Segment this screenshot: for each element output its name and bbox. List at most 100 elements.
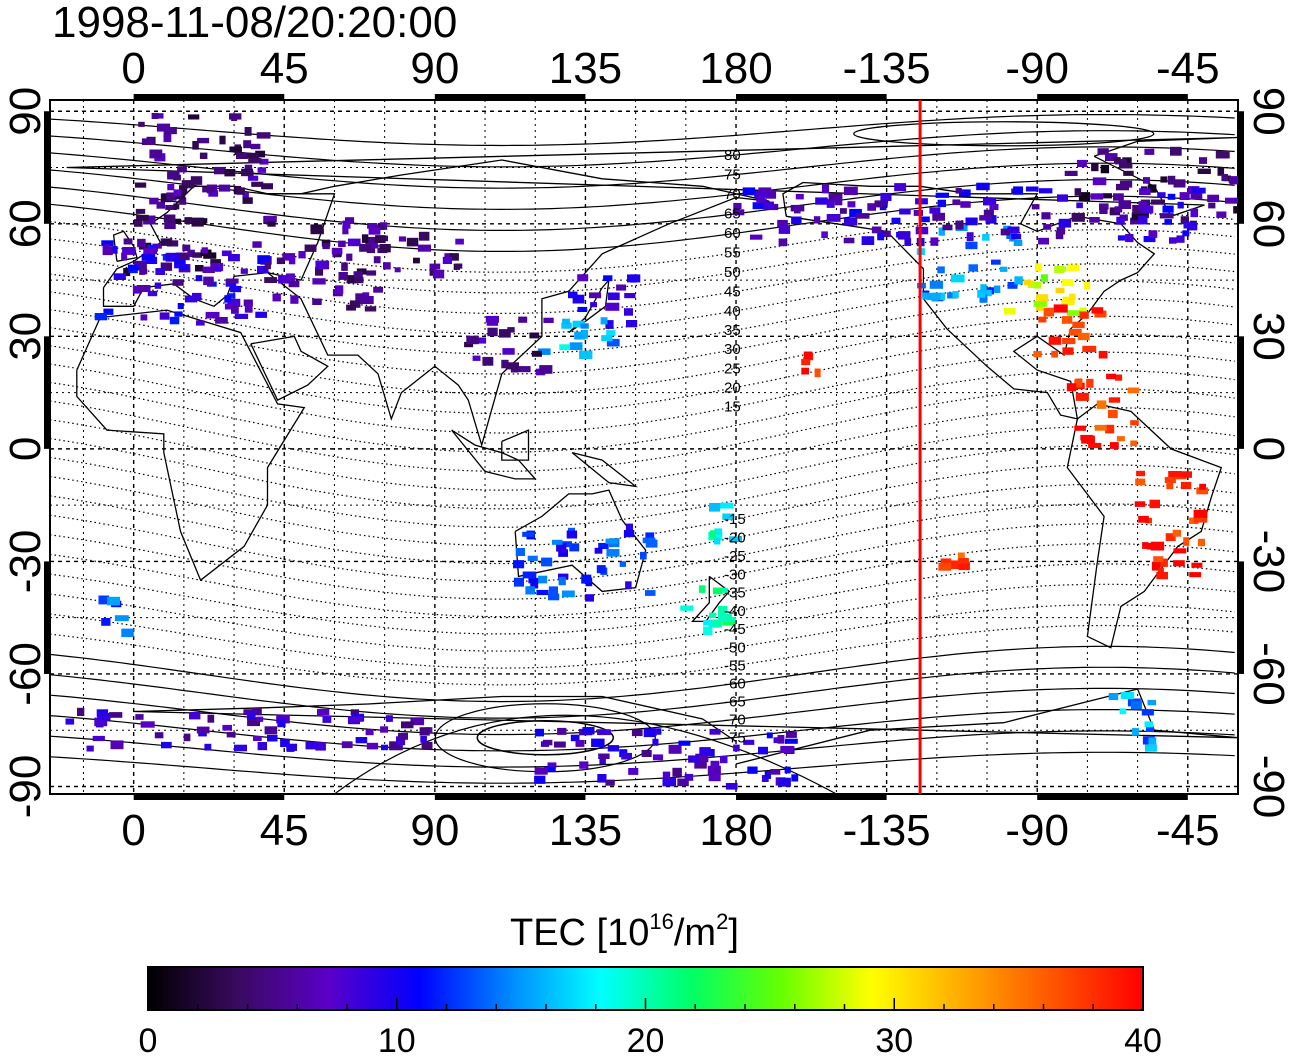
tec-cell [383, 262, 391, 270]
tec-cell [331, 247, 343, 255]
tec-cell [166, 240, 179, 247]
tec-cell [605, 320, 614, 329]
tec-cell [1123, 170, 1134, 176]
tec-cell [558, 573, 569, 580]
tec-cell [501, 359, 509, 369]
tec-cell [605, 779, 615, 786]
left-lat-label: 60 [1, 199, 50, 248]
tec-cell [960, 201, 971, 208]
tec-cell [1058, 218, 1072, 228]
magnetic-contour [50, 406, 1235, 491]
tec-cell [709, 728, 721, 735]
tec-cell [230, 285, 242, 293]
tec-cell [110, 740, 124, 750]
magnetic-latitude-label: 60 [724, 225, 741, 242]
tec-cell [1144, 721, 1154, 728]
north-pole-oval [853, 121, 1155, 147]
tec-cell [582, 727, 595, 735]
tec-cell [187, 249, 195, 257]
colorbar-tick-label: 40 [1124, 1022, 1162, 1057]
magnetic-latitude-label: 45 [724, 283, 741, 300]
magnetic-latitude-label: 65 [724, 206, 741, 223]
tec-cell [1164, 477, 1176, 484]
tec-cell [1191, 187, 1206, 194]
tec-cell [442, 256, 452, 264]
tec-cell [259, 158, 269, 165]
right-lat-label: 90 [1244, 87, 1292, 136]
tec-cell [952, 199, 961, 206]
tec-cell [605, 302, 620, 311]
left-lat-label: 90 [1, 87, 50, 136]
magnetic-latitude-label: -20 [724, 529, 746, 546]
tec-cell [253, 735, 262, 741]
tec-cell [346, 253, 353, 261]
tec-cell [1193, 516, 1208, 523]
tec-cell [940, 558, 952, 566]
tec-cell [151, 112, 159, 119]
tec-cell [250, 143, 261, 150]
tec-cell [179, 185, 188, 195]
tec-cell [623, 530, 635, 538]
frame-strip [133, 794, 285, 800]
tec-cell [517, 366, 531, 373]
tec-cell [861, 236, 875, 245]
tec-cell [1086, 378, 1094, 388]
bottom-lon-label: -135 [843, 806, 931, 855]
tec-cell [278, 275, 289, 284]
tec-cell [1180, 471, 1192, 478]
tec-cell [1167, 193, 1176, 200]
tec-cell [135, 208, 146, 214]
tec-cell [1162, 205, 1174, 213]
tec-cell [1041, 212, 1051, 220]
tec-cell [466, 335, 479, 345]
tec-cell [668, 744, 682, 754]
tec-cell [1180, 216, 1189, 225]
bottom-longitude-labels: 0 45 90 135 180 -135 -90 -45 [121, 806, 1219, 855]
tec-cell [1062, 338, 1076, 345]
tec-cell [190, 176, 203, 185]
tec-cell [172, 279, 184, 286]
tec-cell [429, 263, 441, 270]
tec-cell [568, 291, 578, 299]
tec-cell [999, 266, 1008, 272]
tec-cell [135, 714, 144, 720]
tec-cell [335, 285, 344, 294]
tec-cell [160, 238, 173, 246]
tec-cell [834, 196, 843, 206]
tec-cell [92, 735, 105, 742]
tec-cell [107, 596, 120, 606]
tec-cell [181, 180, 195, 189]
tec-cell [536, 589, 549, 596]
tec-cell [1197, 538, 1205, 547]
tec-cell [662, 771, 671, 779]
frame-strip [133, 94, 285, 100]
tec-cell [381, 744, 389, 751]
tec-cell [598, 542, 609, 549]
tec-cell [874, 200, 884, 208]
tec-cell [449, 253, 459, 261]
tec-cell [747, 766, 758, 774]
tec-cell [375, 235, 386, 243]
tec-cell [367, 223, 378, 229]
tec-cell [645, 539, 658, 548]
tec-cell [713, 537, 721, 545]
tec-cell [486, 319, 499, 326]
tec-cell [777, 219, 788, 228]
magnetic-latitude-label: 15 [724, 398, 741, 415]
tec-cell [708, 619, 722, 628]
tec-cell [196, 726, 210, 734]
tec-cell [1105, 424, 1115, 434]
tec-cell [398, 732, 408, 740]
tec-cell [354, 276, 364, 284]
tec-cell [166, 192, 177, 201]
tec-cell [522, 531, 535, 537]
tec-cell [1114, 157, 1121, 163]
tec-cell [1168, 471, 1182, 478]
tec-cell [778, 777, 791, 787]
tec-cell [688, 755, 700, 763]
bottom-lon-label: -45 [1156, 806, 1220, 855]
tec-cell [101, 618, 111, 626]
tec-cell [1196, 487, 1209, 495]
tec-cell [204, 743, 212, 751]
tec-cell [937, 266, 945, 274]
